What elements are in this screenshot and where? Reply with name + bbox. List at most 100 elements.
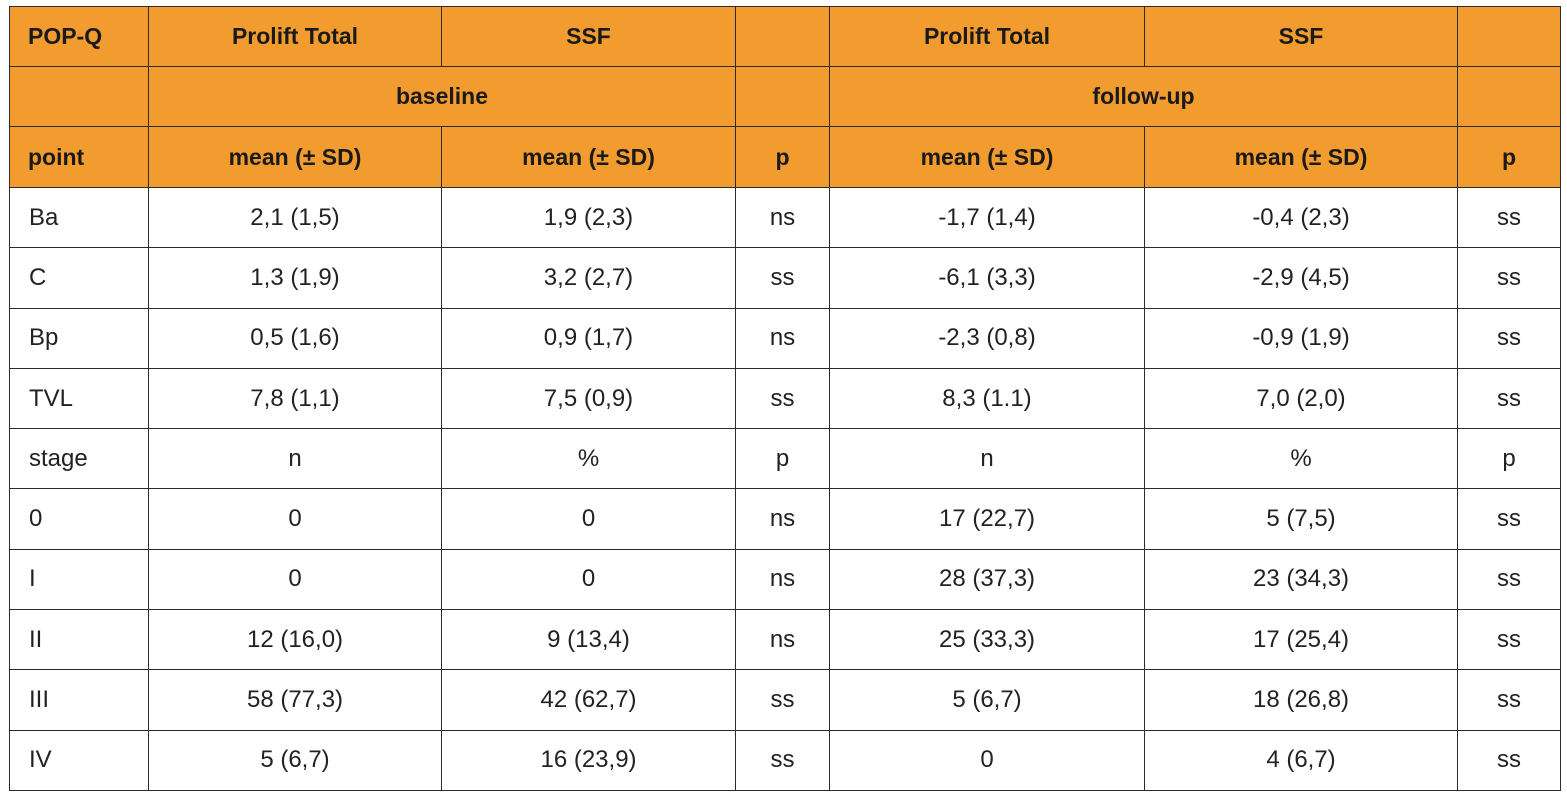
table-row: II 12 (16,0) 9 (13,4) ns 25 (33,3) 17 (2… — [9, 609, 1561, 671]
table-cell: 5 (7,5) — [1144, 488, 1458, 550]
table-row: I 0 0 ns 28 (37,3) 23 (34,3) ss — [9, 548, 1561, 611]
header-cell-followup: follow-up — [829, 66, 1458, 127]
table-cell: 7,8 (1,1) — [148, 367, 442, 430]
row-label-cell: III — [9, 669, 149, 731]
header-cell-prolift-baseline: Prolift Total — [148, 6, 442, 67]
header-cell-empty — [735, 6, 830, 67]
table-cell: n — [148, 428, 442, 490]
table-cell: ss — [1457, 307, 1561, 369]
table-cell: ns — [735, 488, 830, 550]
header-cell-mean-sd: mean (± SD) — [1144, 126, 1458, 188]
table-cell: 0 — [829, 729, 1145, 792]
table-cell: p — [735, 428, 830, 490]
table-cell: % — [1144, 428, 1458, 490]
table-cell: 0,9 (1,7) — [441, 307, 736, 369]
table-cell: 42 (62,7) — [441, 669, 736, 731]
table-cell: 4 (6,7) — [1144, 729, 1458, 792]
table-cell: 0 — [441, 548, 736, 611]
table-cell: -0,9 (1,9) — [1144, 307, 1458, 369]
header-cell-popq: POP-Q — [9, 6, 149, 67]
table-cell: ss — [1457, 488, 1561, 550]
table-cell: 2,1 (1,5) — [148, 186, 442, 249]
header-cell-point: point — [9, 126, 149, 188]
table-cell: 9 (13,4) — [441, 609, 736, 671]
table-cell: ss — [735, 669, 830, 731]
table-cell: 0 — [148, 488, 442, 550]
table-cell: -1,7 (1,4) — [829, 186, 1145, 249]
table-row-stage-subheader: stage n % p n % p — [9, 428, 1561, 490]
table-cell: 25 (33,3) — [829, 609, 1145, 671]
table-cell: 23 (34,3) — [1144, 548, 1458, 611]
header-cell-empty — [9, 66, 149, 127]
table-cell: 17 (25,4) — [1144, 609, 1458, 671]
table-row: Bp 0,5 (1,6) 0,9 (1,7) ns -2,3 (0,8) -0,… — [9, 307, 1561, 369]
table-row: III 58 (77,3) 42 (62,7) ss 5 (6,7) 18 (2… — [9, 669, 1561, 731]
table-cell: ss — [1457, 247, 1561, 309]
table-cell: ss — [1457, 186, 1561, 249]
row-label-cell: Ba — [9, 186, 149, 249]
table-cell: p — [1457, 428, 1561, 490]
header-row-groups: POP-Q Prolift Total SSF Prolift Total SS… — [9, 6, 1561, 67]
table-cell: -2,3 (0,8) — [829, 307, 1145, 369]
table-cell: ss — [1457, 669, 1561, 731]
row-label-cell: 0 — [9, 488, 149, 550]
table-row: Ba 2,1 (1,5) 1,9 (2,3) ns -1,7 (1,4) -0,… — [9, 186, 1561, 249]
table-row: 0 0 0 ns 17 (22,7) 5 (7,5) ss — [9, 488, 1561, 550]
header-cell-empty — [1457, 6, 1561, 67]
table-cell: ss — [735, 729, 830, 792]
header-cell-mean-sd: mean (± SD) — [148, 126, 442, 188]
table-row: C 1,3 (1,9) 3,2 (2,7) ss -6,1 (3,3) -2,9… — [9, 247, 1561, 309]
table-cell: 16 (23,9) — [441, 729, 736, 792]
table-cell: 28 (37,3) — [829, 548, 1145, 611]
table-cell: 8,3 (1.1) — [829, 367, 1145, 430]
table-cell: ns — [735, 609, 830, 671]
header-cell-ssf-baseline: SSF — [441, 6, 736, 67]
row-label-cell: stage — [9, 428, 149, 490]
table-cell: 5 (6,7) — [829, 669, 1145, 731]
header-cell-mean-sd: mean (± SD) — [829, 126, 1145, 188]
table-cell: ss — [735, 367, 830, 430]
table-row: TVL 7,8 (1,1) 7,5 (0,9) ss 8,3 (1.1) 7,0… — [9, 367, 1561, 430]
table-cell: ns — [735, 186, 830, 249]
row-label-cell: C — [9, 247, 149, 309]
table-cell: 7,5 (0,9) — [441, 367, 736, 430]
table-cell: % — [441, 428, 736, 490]
table-row: IV 5 (6,7) 16 (23,9) ss 0 4 (6,7) ss — [9, 729, 1561, 792]
table-cell: ss — [735, 247, 830, 309]
table-cell: 58 (77,3) — [148, 669, 442, 731]
header-cell-p: p — [1457, 126, 1561, 188]
row-label-cell: II — [9, 609, 149, 671]
row-label-cell: IV — [9, 729, 149, 792]
header-cell-ssf-followup: SSF — [1144, 6, 1458, 67]
header-cell-prolift-followup: Prolift Total — [829, 6, 1145, 67]
table-cell: ns — [735, 307, 830, 369]
header-row-timepoints: baseline follow-up — [9, 66, 1561, 127]
table-cell: -0,4 (2,3) — [1144, 186, 1458, 249]
header-cell-empty — [735, 66, 830, 127]
table-cell: ss — [1457, 367, 1561, 430]
table-cell: 1,9 (2,3) — [441, 186, 736, 249]
table-cell: 7,0 (2,0) — [1144, 367, 1458, 430]
row-label-cell: I — [9, 548, 149, 611]
table-cell: 1,3 (1,9) — [148, 247, 442, 309]
table-cell: ss — [1457, 609, 1561, 671]
header-cell-p: p — [735, 126, 830, 188]
header-cell-baseline: baseline — [148, 66, 736, 127]
table-cell: 12 (16,0) — [148, 609, 442, 671]
table-cell: -6,1 (3,3) — [829, 247, 1145, 309]
table-cell: 17 (22,7) — [829, 488, 1145, 550]
table-cell: 0 — [441, 488, 736, 550]
table-cell: 0,5 (1,6) — [148, 307, 442, 369]
header-cell-mean-sd: mean (± SD) — [441, 126, 736, 188]
popq-results-table: POP-Q Prolift Total SSF Prolift Total SS… — [9, 6, 1561, 792]
table-cell: ss — [1457, 729, 1561, 792]
table-cell: ns — [735, 548, 830, 611]
table-cell: 5 (6,7) — [148, 729, 442, 792]
header-row-measures: point mean (± SD) mean (± SD) p mean (± … — [9, 126, 1561, 188]
table-cell: -2,9 (4,5) — [1144, 247, 1458, 309]
table-cell: ss — [1457, 548, 1561, 611]
table-cell: n — [829, 428, 1145, 490]
table-cell: 0 — [148, 548, 442, 611]
table-cell: 18 (26,8) — [1144, 669, 1458, 731]
row-label-cell: Bp — [9, 307, 149, 369]
